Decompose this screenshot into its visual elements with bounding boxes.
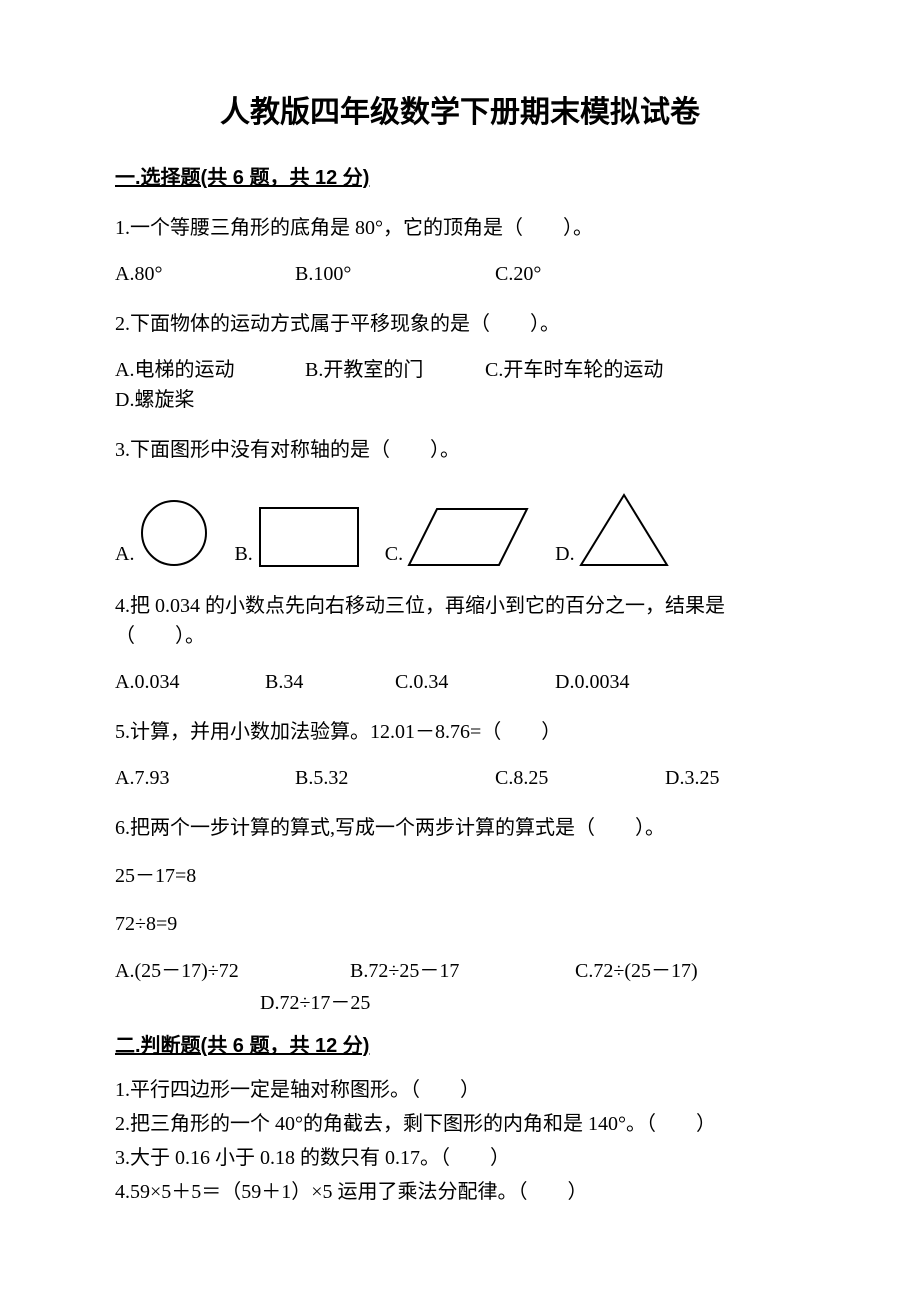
q2-opt-c: C.开车时车轮的运动 [485, 355, 745, 385]
q1-options: A.80° B.100° C.20° [115, 259, 805, 289]
q4-text: 4.把 0.034 的小数点先向右移动三位，再缩小到它的百分之一，结果是（ ）。 [115, 591, 805, 651]
rectangle-icon [257, 505, 361, 569]
q5-opt-b: B.5.32 [295, 763, 495, 793]
q1-opt-b: B.100° [295, 259, 495, 289]
circle-icon [138, 497, 210, 569]
s2-q4: 4.59×5＋5＝（59＋1）×5 运用了乘法分配律。（ ） [115, 1177, 805, 1207]
q3-opt-d: D. [555, 493, 670, 569]
triangle-icon [579, 493, 671, 569]
q2-options: A.电梯的运动 B.开教室的门 C.开车时车轮的运动 D.螺旋桨 [115, 355, 805, 415]
s2-q2: 2.把三角形的一个 40°的角截去，剩下图形的内角和是 140°。（ ） [115, 1109, 805, 1139]
q1-opt-a: A.80° [115, 259, 295, 289]
q5-opt-d: D.3.25 [665, 763, 719, 793]
q5-opt-a: A.7.93 [115, 763, 295, 793]
q6-opt-a: A.(25－17)÷72 [115, 955, 345, 987]
section1-header: 一.选择题(共 6 题，共 12 分) [115, 163, 805, 193]
section2-header: 二.判断题(共 6 题，共 12 分) [115, 1031, 805, 1061]
q1-text: 1.一个等腰三角形的底角是 80°，它的顶角是（ ）。 [115, 213, 805, 243]
q3-label-c: C. [385, 539, 403, 569]
q5-opt-c: C.8.25 [495, 763, 665, 793]
page-title: 人教版四年级数学下册期末模拟试卷 [115, 90, 805, 135]
q3-shapes-row: A. B. C. D. [115, 493, 805, 569]
q3-opt-a: A. [115, 497, 210, 569]
q3-text: 3.下面图形中没有对称轴的是（ ）。 [115, 435, 805, 465]
q3-opt-c: C. [385, 507, 531, 569]
q4-opt-d: D.0.0034 [555, 667, 629, 697]
q4-opt-a: A.0.034 [115, 667, 265, 697]
q6-text: 6.把两个一步计算的算式,写成一个两步计算的算式是（ ）。 [115, 813, 805, 843]
s2-q3: 3.大于 0.16 小于 0.18 的数只有 0.17。（ ） [115, 1143, 805, 1173]
q6-line1: 25－17=8 [115, 861, 805, 891]
q6-opt-c: C.72÷(25－17) [575, 955, 698, 987]
q6-line2: 72÷8=9 [115, 909, 805, 939]
q2-opt-a: A.电梯的运动 [115, 355, 305, 385]
q6-opt-d: D.72÷17－25 [260, 987, 370, 1019]
q3-label-d: D. [555, 539, 574, 569]
q6-opt-b: B.72÷25－17 [350, 955, 570, 987]
q2-opt-b: B.开教室的门 [305, 355, 485, 385]
q6-options: A.(25－17)÷72 B.72÷25－17 C.72÷(25－17) D.7… [115, 955, 805, 1019]
q3-label-b: B. [234, 539, 252, 569]
q2-text: 2.下面物体的运动方式属于平移现象的是（ ）。 [115, 309, 805, 339]
section2-questions: 1.平行四边形一定是轴对称图形。（ ） 2.把三角形的一个 40°的角截去，剩下… [115, 1075, 805, 1207]
q5-options: A.7.93 B.5.32 C.8.25 D.3.25 [115, 763, 805, 793]
q1-opt-c: C.20° [495, 259, 541, 289]
q5-text: 5.计算，并用小数加法验算。12.01－8.76=（ ） [115, 717, 805, 747]
q4-opt-b: B.34 [265, 667, 395, 697]
s2-q1: 1.平行四边形一定是轴对称图形。（ ） [115, 1075, 805, 1105]
q2-opt-d: D.螺旋桨 [115, 385, 194, 415]
q3-label-a: A. [115, 539, 134, 569]
q3-opt-b: B. [234, 505, 360, 569]
parallelogram-icon [407, 507, 531, 569]
q4-options: A.0.034 B.34 C.0.34 D.0.0034 [115, 667, 805, 697]
q4-opt-c: C.0.34 [395, 667, 555, 697]
